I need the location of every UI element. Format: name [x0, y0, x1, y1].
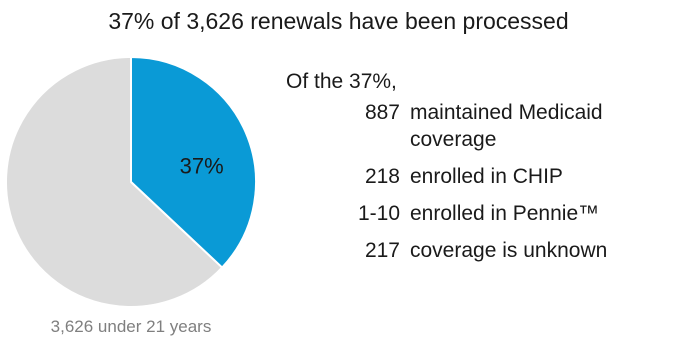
breakdown-panel: Of the 37%, 887 maintained Medicaid cove… [286, 68, 677, 274]
breakdown-label: coverage is unknown [410, 239, 608, 262]
pie-chart: 37% [0, 50, 270, 320]
pie-slice-1 [5, 56, 224, 308]
pie-slice-0 [130, 56, 257, 269]
breakdown-value: 887 [364, 101, 400, 124]
breakdown-label: enrolled in Pennie™ [410, 202, 600, 225]
chart-title: 37% of 3,626 renewals have been processe… [108, 8, 569, 34]
breakdown-intro: Of the 37%, [286, 70, 397, 93]
breakdown-label: maintained Medicaid coverage [410, 101, 603, 151]
breakdown-row-0: 887 maintained Medicaid coverage [286, 99, 677, 153]
breakdown-label: enrolled in CHIP [410, 165, 563, 188]
breakdown-row-2: 1-10 enrolled in Pennie™ [286, 200, 677, 227]
breakdown-row-1: 218 enrolled in CHIP [286, 163, 677, 190]
pie-svg: 37% [5, 56, 257, 308]
breakdown-value: 217 [364, 239, 400, 262]
breakdown-value: 218 [364, 165, 400, 188]
breakdown-row-3: 217 coverage is unknown [286, 237, 677, 264]
breakdown-value: 1-10 [357, 202, 400, 225]
pie-slice-label: 37% [180, 154, 224, 179]
pie-caption: 3,626 under 21 years [50, 317, 212, 336]
